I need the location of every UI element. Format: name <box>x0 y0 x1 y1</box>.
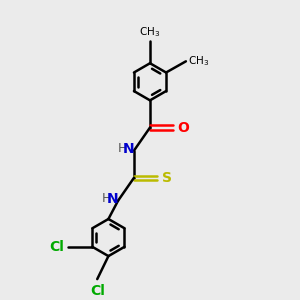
Text: N: N <box>106 192 118 206</box>
Text: N: N <box>122 142 134 156</box>
Text: S: S <box>162 171 172 185</box>
Text: CH$_3$: CH$_3$ <box>140 25 160 39</box>
Text: H: H <box>118 142 127 155</box>
Text: Cl: Cl <box>50 240 64 254</box>
Text: O: O <box>178 121 189 134</box>
Text: CH$_3$: CH$_3$ <box>188 54 209 68</box>
Text: Cl: Cl <box>90 284 105 298</box>
Text: H: H <box>102 192 111 206</box>
